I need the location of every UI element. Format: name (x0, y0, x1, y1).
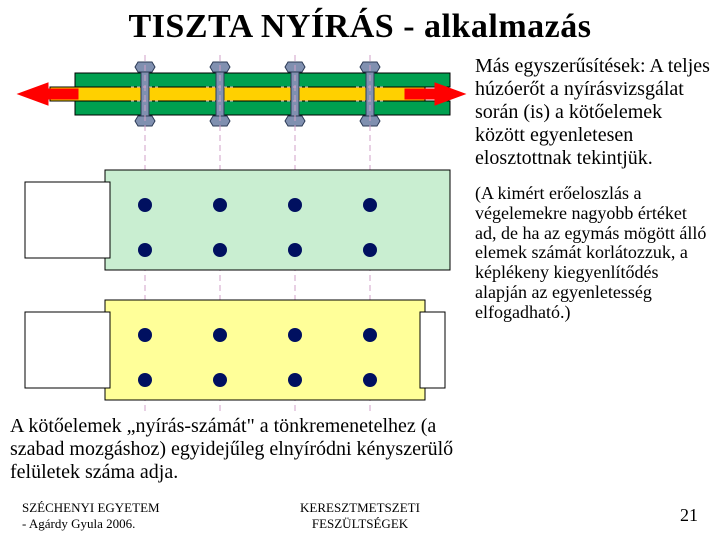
page-title: TISZTA NYÍRÁS - alkalmazás (0, 0, 720, 46)
footer-left-line1: SZÉCHENYI EGYETEM (22, 500, 160, 515)
content-area: Más egyszerűsítések: A teljes húzóerőt a… (0, 55, 720, 500)
diagram-area (10, 55, 470, 415)
paragraph-1: Más egyszerűsítések: A teljes húzóerőt a… (475, 55, 710, 170)
footer-left: SZÉCHENYI EGYETEM - Agárdy Gyula 2006. (22, 500, 202, 532)
diagram-svg (10, 55, 470, 415)
footer-center-line1: KERESZTMETSZETI (300, 500, 420, 515)
footer-center-line2: FESZÜLTSÉGEK (312, 516, 408, 531)
paragraph-2: (A kimért erőeloszlás a végelemekre nagy… (475, 184, 710, 323)
footer-page-number: 21 (680, 505, 698, 526)
footer-center: KERESZTMETSZETI FESZÜLTSÉGEK (260, 500, 460, 532)
diagram-caption: A kötőelemek „nyírás-számát" a tönkremen… (10, 415, 470, 484)
footer-left-line2: - Agárdy Gyula 2006. (22, 516, 135, 531)
footer: SZÉCHENYI EGYETEM - Agárdy Gyula 2006. K… (0, 500, 720, 534)
right-text-column: Más egyszerűsítések: A teljes húzóerőt a… (475, 55, 710, 323)
